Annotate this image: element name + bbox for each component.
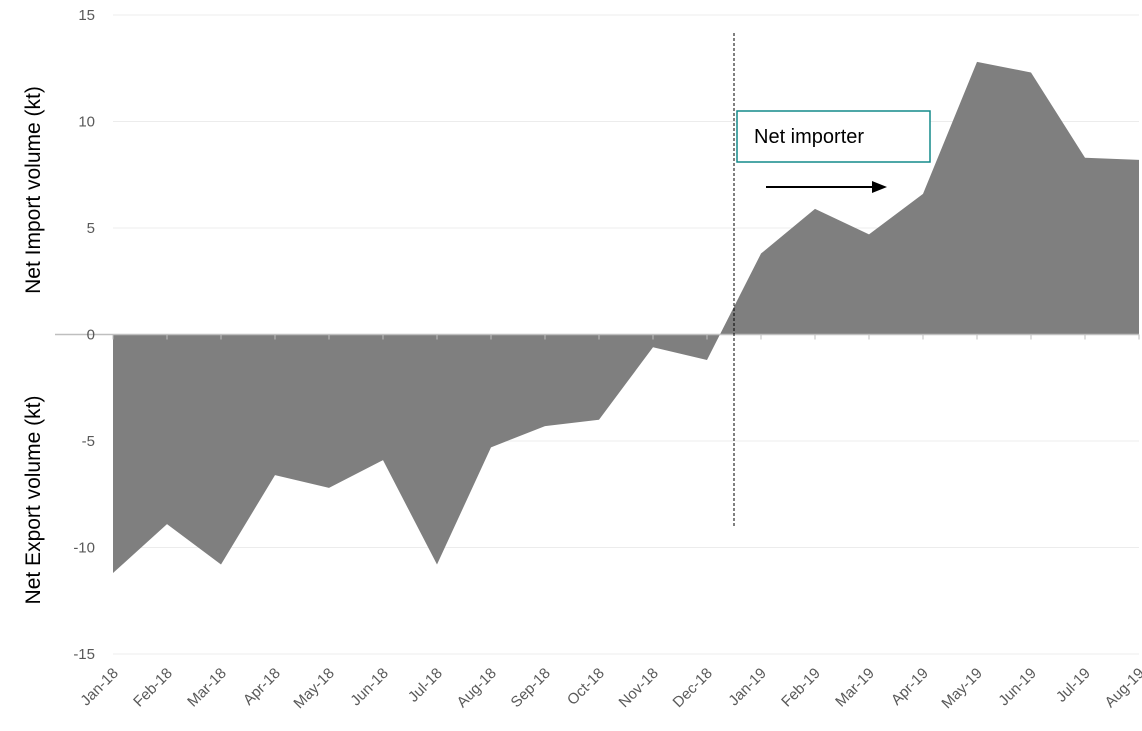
x-tick-label: May-19 bbox=[938, 665, 985, 712]
annotation-box bbox=[736, 110, 931, 163]
x-tick-label: Aug-19 bbox=[1102, 665, 1142, 711]
y-tick-label: 10 bbox=[78, 114, 95, 131]
annotation-text: Net importer bbox=[754, 126, 864, 148]
x-tick-label: Jul-18 bbox=[405, 665, 446, 706]
x-tick-labels: Jan-18 Feb-18 Mar-18 Apr-18 May-18 Jun-18 Jul-… bbox=[77, 665, 1142, 712]
x-tick-label: May-18 bbox=[290, 665, 337, 712]
x-tick-label: Nov-18 bbox=[616, 665, 662, 711]
x-tick-label: Feb-19 bbox=[778, 665, 824, 711]
y-tick-label: 0 bbox=[87, 327, 95, 344]
y-tick-label: -10 bbox=[73, 540, 95, 557]
x-tick-label: Jun-18 bbox=[347, 665, 391, 709]
x-tick-label: Apr-19 bbox=[888, 665, 932, 709]
x-tick-label: Feb-18 bbox=[130, 665, 176, 711]
x-tick-label: Jan-19 bbox=[725, 665, 769, 709]
x-tick-label: Mar-18 bbox=[184, 665, 230, 711]
x-tick-label: Jun-19 bbox=[995, 665, 1039, 709]
y-tick-label: -5 bbox=[82, 433, 95, 450]
y-tick-label: 15 bbox=[78, 7, 95, 24]
x-tick-label: Jan-18 bbox=[77, 665, 121, 709]
net-importer-annotation: Net importer bbox=[736, 110, 931, 193]
y-tick-label: -15 bbox=[73, 646, 95, 663]
x-tick-label: Dec-18 bbox=[670, 665, 716, 711]
y-axis-title-export: Net Export volume (kt) bbox=[22, 396, 45, 605]
x-tick-label: Apr-18 bbox=[240, 665, 284, 709]
x-tick-label: Sep-18 bbox=[508, 665, 554, 711]
series-area bbox=[113, 61, 1139, 574]
x-axis-ticks bbox=[112, 334, 1140, 340]
y-tick-labels: 15 10 5 0 -5 -10 -15 bbox=[73, 7, 95, 663]
x-tick-label: Oct-18 bbox=[564, 665, 608, 709]
y-axis-title-import: Net Import volume (kt) bbox=[22, 86, 45, 294]
annotation-arrowhead bbox=[872, 181, 887, 193]
x-tick-label: Mar-19 bbox=[832, 665, 878, 711]
x-tick-label: Aug-18 bbox=[454, 665, 500, 711]
y-tick-label: 5 bbox=[87, 220, 95, 237]
x-tick-label: Jul-19 bbox=[1053, 665, 1094, 706]
